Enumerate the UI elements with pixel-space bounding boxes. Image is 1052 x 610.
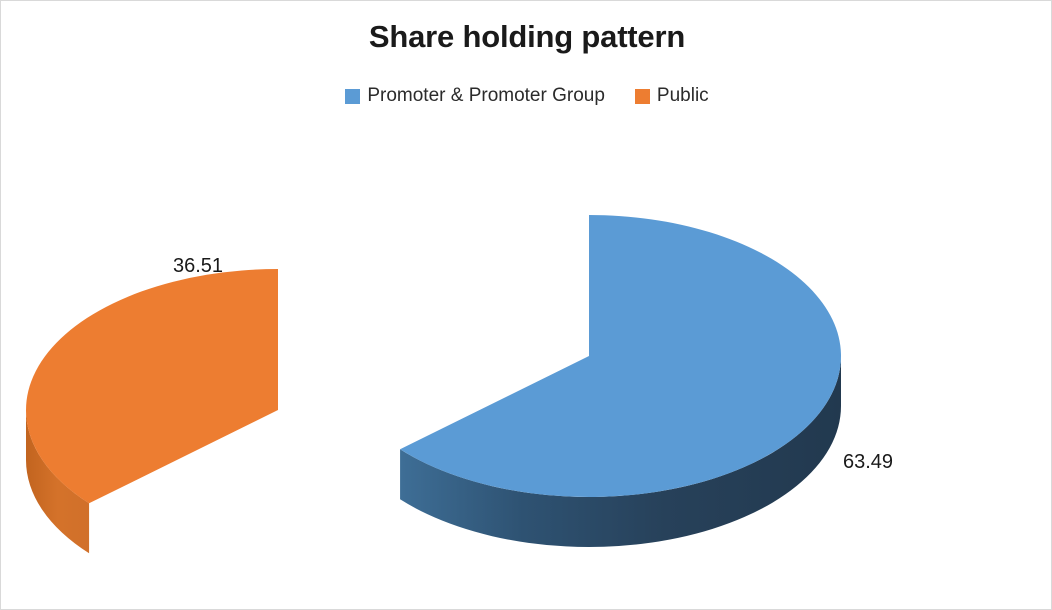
pie-slice-public-top xyxy=(26,269,278,504)
data-label-public: 36.51 xyxy=(173,255,224,277)
pie-slice-public-side-arc xyxy=(25,410,90,554)
pie-slice-public[interactable] xyxy=(25,269,278,554)
chart-title: Share holding pattern xyxy=(368,19,686,54)
legend-swatch-public-icon xyxy=(634,88,650,104)
legend-swatch-promoter-icon xyxy=(345,88,361,104)
chart-legend: Promoter & Promoter Group Public xyxy=(1,85,1051,107)
legend-item-promoter[interactable]: Promoter & Promoter Group xyxy=(345,85,605,107)
legend-label-public: Public xyxy=(656,85,709,106)
legend-item-public[interactable]: Public xyxy=(634,85,709,107)
pie-slice-promoter[interactable] xyxy=(400,215,841,547)
pie-slice-promoter-side xyxy=(400,356,841,547)
pie-slice-promoter-top xyxy=(400,215,841,497)
data-label-promoter: 63.49 xyxy=(843,451,894,473)
legend-label-promoter: Promoter & Promoter Group xyxy=(367,85,605,106)
